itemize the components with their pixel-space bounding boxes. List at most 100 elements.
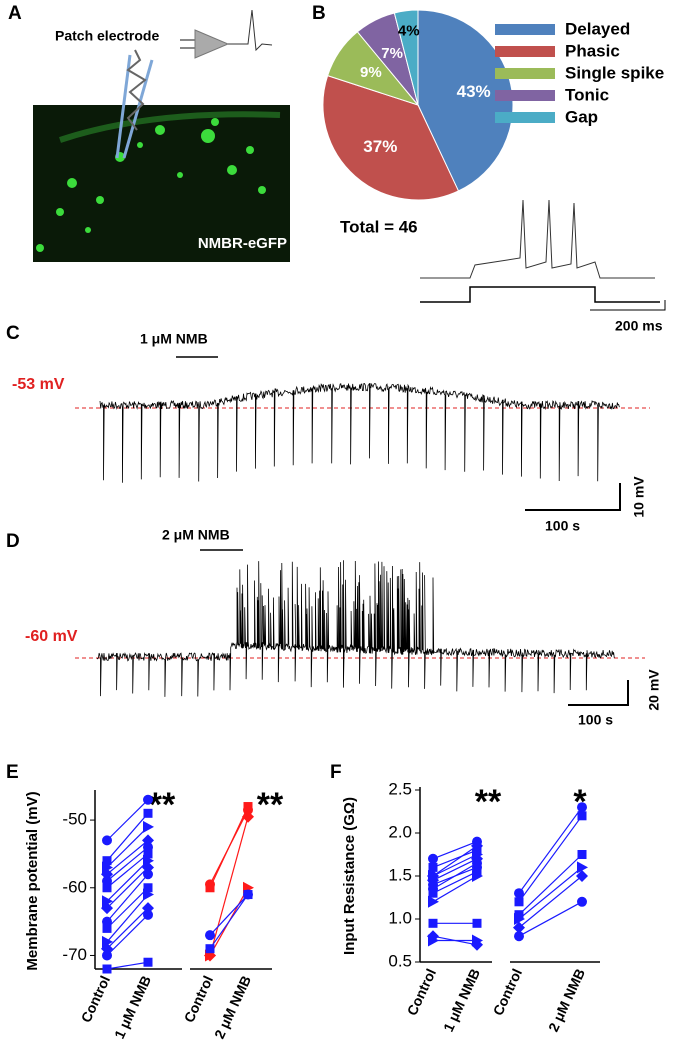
drug-label: 2 μM NMB: [162, 527, 230, 543]
legend-label: Single spike: [565, 63, 664, 82]
pair-line: [106, 867, 149, 909]
scale-label: 100 s: [578, 712, 613, 728]
point: [205, 930, 215, 941]
annotation: **: [149, 786, 176, 824]
y-tick-label: 1.0: [388, 908, 412, 927]
point: [102, 923, 112, 933]
legend-swatch: [495, 46, 555, 57]
point: [101, 902, 113, 915]
pair-line: [432, 853, 478, 877]
point: [472, 867, 482, 877]
point: [102, 835, 112, 846]
y-tick-label: -70: [62, 945, 87, 964]
point: [577, 850, 587, 859]
y-axis-label: Membrane potential (mV): [24, 791, 41, 970]
pair-line: [432, 849, 478, 868]
trace: [420, 199, 655, 279]
pie-label: 37%: [363, 137, 397, 156]
point: [577, 861, 588, 874]
pair-line: [106, 873, 149, 923]
pair-line: [106, 894, 149, 943]
total: Total = 46: [340, 217, 418, 236]
scale-bar: [590, 300, 666, 311]
x-tick-label: Control: [78, 973, 114, 1025]
pair-line: [518, 806, 583, 894]
pair-line: [209, 894, 249, 950]
pair-line: [518, 854, 583, 916]
legend-label: Phasic: [565, 41, 620, 60]
point: [513, 921, 525, 934]
y-tick-label: 2.0: [388, 822, 412, 841]
x-tick-label: 2 μM NMB: [211, 973, 254, 1041]
y-tick-label: -50: [62, 810, 87, 829]
legend-label: Tonic: [565, 85, 609, 104]
point: [102, 895, 113, 908]
point: [428, 862, 438, 872]
pair-line: [106, 853, 149, 889]
wire: [180, 39, 195, 49]
scale-label: 100 s: [545, 518, 580, 534]
y-tick-label: 1.5: [388, 865, 412, 884]
point: [143, 888, 154, 901]
pie-label: 43%: [457, 82, 491, 101]
point: [471, 938, 483, 951]
panel-label: E: [6, 762, 19, 783]
x-tick-label: 1 μM NMB: [440, 966, 483, 1034]
pie-slice: [417, 9, 514, 192]
legend-swatch: [495, 90, 555, 101]
fiber: [59, 111, 281, 143]
pair-line: [106, 839, 149, 875]
pair-line: [432, 871, 478, 894]
point: [143, 957, 153, 967]
pair-line: [209, 816, 249, 956]
pair-line: [432, 875, 478, 903]
x-tick-label: Control: [490, 966, 526, 1018]
cells: [36, 118, 266, 252]
x-tick-label: Control: [181, 973, 217, 1025]
point: [205, 944, 215, 954]
pair-line: [209, 806, 249, 889]
point: [576, 870, 588, 882]
legend-swatch: [495, 24, 555, 35]
panel-label: F: [330, 762, 342, 783]
point: [143, 820, 154, 833]
pair-line: [518, 875, 583, 929]
pair-line: [106, 860, 149, 902]
point: [427, 870, 439, 882]
pie-label: 4%: [398, 22, 420, 39]
point: [514, 910, 524, 920]
point: [514, 931, 524, 942]
point: [514, 897, 524, 907]
amplifier: [194, 29, 230, 59]
scale-bar: [568, 680, 629, 706]
potential-label: -60 mV: [25, 628, 78, 645]
trace: [420, 286, 660, 303]
pair-line: [106, 826, 149, 868]
pair-line: [106, 907, 149, 950]
point: [102, 935, 113, 948]
point: [428, 895, 439, 908]
drug-label: 1 μM NMB: [140, 331, 208, 347]
panel-a-art: [33, 9, 290, 262]
pair-line: [432, 858, 478, 881]
point: [428, 918, 438, 928]
point: [472, 858, 482, 869]
pair-line: [209, 894, 249, 936]
legend-label: Delayed: [565, 19, 630, 38]
pair-line: [106, 812, 149, 862]
scale-label: 20 mV: [646, 669, 662, 711]
pair-line: [106, 914, 149, 956]
panel-label: B: [312, 3, 326, 24]
point: [577, 811, 587, 821]
point: [143, 883, 153, 893]
point: [102, 856, 112, 866]
point: [514, 888, 524, 899]
point: [102, 861, 113, 874]
point: [102, 964, 112, 974]
point: [143, 869, 153, 880]
point: [143, 909, 153, 920]
pair-line: [432, 845, 478, 877]
y-tick-label: -60: [62, 877, 87, 896]
pair-line: [518, 815, 583, 903]
